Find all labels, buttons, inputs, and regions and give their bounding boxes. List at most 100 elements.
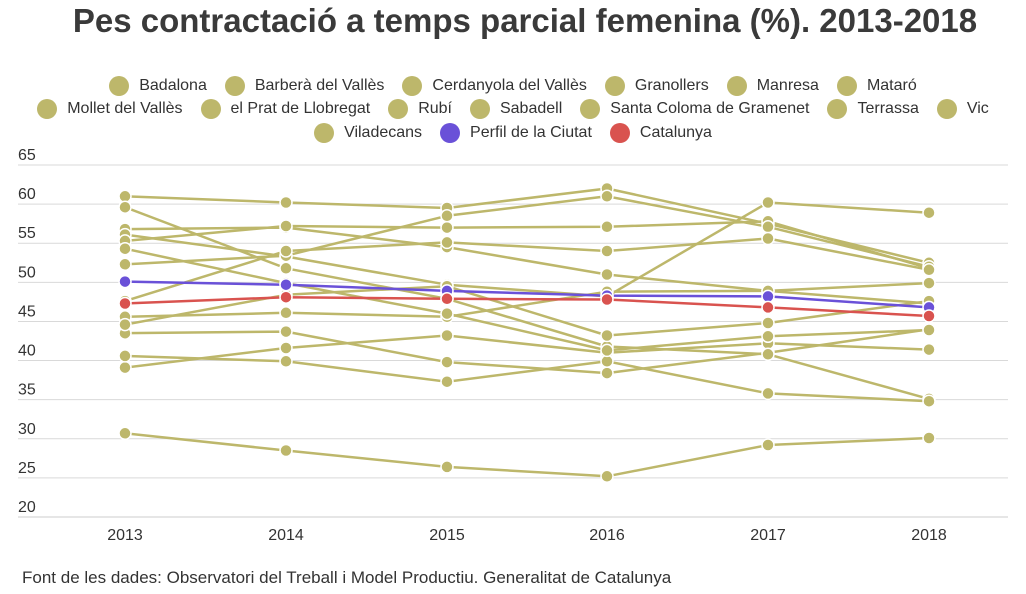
data-point-barbera-del-valles-2017[interactable] (761, 438, 775, 452)
data-point-viladecans-2018[interactable] (922, 263, 936, 277)
legend-item-vic[interactable]: Vic (936, 99, 989, 120)
legend-label: Catalunya (639, 123, 712, 141)
data-point-rubi-2018[interactable] (922, 342, 936, 357)
data-point-terrassa-2016[interactable] (600, 328, 614, 343)
data-point-viladecans-2016[interactable] (600, 244, 614, 258)
data-point-terrassa-2017[interactable] (761, 316, 775, 330)
legend-row: Viladecans Perfil de la Ciutat Catalunya (0, 121, 1026, 145)
legend-label: Terrassa (857, 100, 919, 118)
data-point-rubi-2014[interactable] (279, 341, 293, 355)
data-point-sabadell-2017[interactable] (761, 347, 775, 362)
data-point-sabadell-2014[interactable] (279, 261, 293, 276)
data-point-catalunya-2017[interactable] (761, 300, 775, 315)
data-point-badalona-2018[interactable] (922, 276, 936, 290)
data-point-vic-2015[interactable] (440, 306, 454, 321)
data-point-catalunya-2015[interactable] (440, 292, 454, 306)
data-point-catalunya-2013[interactable] (118, 296, 132, 311)
legend-item-mataro[interactable]: Mataró (836, 75, 917, 96)
data-point-barbera-del-valles-2015[interactable] (440, 460, 454, 474)
data-point-barbera-del-valles-2018[interactable] (922, 431, 936, 445)
data-point-viladecans-2017[interactable] (761, 231, 775, 246)
legend-row: Mollet del Vallès el Prat de Llobregat Rub… (0, 98, 1026, 122)
data-point-sabadell-2013[interactable] (118, 200, 132, 214)
legend-item-mollet-del-valles[interactable]: Mollet del Vallès (37, 99, 183, 120)
data-point-vic-2017[interactable] (761, 329, 775, 344)
data-point-manresa-2018[interactable] (922, 205, 936, 220)
series-line-catalunya (124, 295, 930, 318)
data-point-santa-coloma-de-gramenet-2017[interactable] (761, 386, 775, 401)
legend-swatch-icon (726, 75, 747, 96)
legend-item-manresa[interactable]: Manresa (726, 75, 819, 96)
data-point-vic-2013[interactable] (118, 241, 132, 256)
x-tick-label: 2015 (429, 527, 465, 544)
series-line-terrassa (124, 284, 930, 337)
y-tick-label: 45 (18, 303, 36, 320)
legend-item-granollers[interactable]: Granollers (604, 75, 709, 96)
legend-item-el-prat-de-llobregat[interactable]: el Prat de Llobregat (200, 99, 370, 120)
data-point-perfil-de-la-ciutat-2017[interactable] (761, 289, 775, 304)
legend-item-rubi[interactable]: Rubí (388, 99, 452, 120)
data-point-mollet-del-valles-2015[interactable] (440, 355, 454, 369)
legend-swatch-icon (936, 99, 957, 120)
data-point-el-prat-de-llobregat-2013[interactable] (118, 257, 132, 272)
legend-item-barbera-del-valles[interactable]: Barberà del Vallès (224, 75, 384, 96)
series-line-manresa (124, 201, 930, 298)
legend-label: Manresa (756, 76, 819, 94)
legend-swatch-icon (827, 99, 848, 120)
data-point-mataro-2016[interactable] (600, 220, 614, 234)
data-point-santa-coloma-de-gramenet-2013[interactable] (118, 349, 132, 363)
legend-label: Perfil de la Ciutat (470, 123, 592, 141)
data-point-badalona-2016[interactable] (600, 267, 614, 282)
data-point-perfil-de-la-ciutat-2013[interactable] (118, 274, 132, 289)
data-point-manresa-2017[interactable] (761, 195, 775, 210)
legend-swatch-icon (469, 99, 490, 120)
legend-swatch-icon (37, 99, 58, 120)
data-point-viladecans-2014[interactable] (279, 244, 293, 258)
data-point-mollet-del-valles-2016[interactable] (600, 366, 614, 380)
data-point-cerdanyola-del-valles-2014[interactable] (279, 195, 293, 210)
data-point-barbera-del-valles-2014[interactable] (279, 443, 293, 458)
legend-swatch-icon (109, 75, 130, 96)
data-point-mataro-2015[interactable] (440, 220, 454, 235)
series-line-mataro (124, 220, 930, 270)
y-tick-label: 60 (18, 186, 36, 203)
data-point-perfil-de-la-ciutat-2014[interactable] (279, 277, 293, 292)
legend-label: Vic (966, 100, 989, 118)
legend-swatch-icon (836, 75, 857, 96)
series-line-viladecans (124, 237, 930, 303)
data-point-santa-coloma-de-gramenet-2014[interactable] (279, 354, 293, 369)
data-point-catalunya-2018[interactable] (922, 309, 936, 323)
legend-item-perfil-de-la-ciutat[interactable]: Perfil de la Ciutat (440, 122, 592, 143)
data-point-vic-2018[interactable] (922, 323, 936, 337)
data-point-rubi-2013[interactable] (118, 360, 132, 375)
data-point-el-prat-de-llobregat-2015[interactable] (440, 209, 454, 223)
data-point-vic-2016[interactable] (600, 343, 614, 358)
data-point-viladecans-2015[interactable] (440, 235, 454, 250)
legend-label: Santa Coloma de Gramenet (610, 100, 810, 118)
data-point-mollet-del-valles-2014[interactable] (279, 324, 293, 339)
data-point-barbera-del-valles-2016[interactable] (600, 469, 614, 484)
data-point-barbera-del-valles-2013[interactable] (118, 426, 132, 441)
data-point-santa-coloma-de-gramenet-2015[interactable] (440, 374, 454, 389)
legend-item-catalunya[interactable]: Catalunya (609, 122, 712, 143)
y-tick-label: 50 (18, 264, 36, 281)
legend-item-cerdanyola-del-valles[interactable]: Cerdanyola del Vallès (402, 75, 587, 96)
data-point-rubi-2015[interactable] (440, 328, 454, 343)
legend-item-terrassa[interactable]: Terrassa (827, 99, 919, 120)
legend-swatch-icon (314, 122, 335, 143)
data-point-el-prat-de-llobregat-2017[interactable] (761, 220, 775, 234)
legend-item-viladecans[interactable]: Viladecans (314, 122, 422, 143)
x-tick-label: 2018 (911, 527, 947, 544)
legend-item-santa-coloma-de-gramenet[interactable]: Santa Coloma de Gramenet (580, 99, 810, 120)
data-point-santa-coloma-de-gramenet-2018[interactable] (922, 394, 936, 408)
data-point-el-prat-de-llobregat-2016[interactable] (600, 189, 614, 204)
data-point-granollers-2014[interactable] (279, 306, 293, 320)
legend-item-sabadell[interactable]: Sabadell (469, 99, 562, 120)
data-point-terrassa-2013[interactable] (118, 317, 132, 332)
data-point-mataro-2014[interactable] (279, 219, 293, 233)
data-point-catalunya-2016[interactable] (600, 292, 614, 307)
legend: Badalona Barberà del Vallès Cerdanyola del… (0, 74, 1026, 145)
legend-label: Cerdanyola del Vallès (432, 76, 587, 94)
data-point-catalunya-2014[interactable] (279, 290, 293, 304)
legend-item-badalona[interactable]: Badalona (109, 75, 207, 96)
